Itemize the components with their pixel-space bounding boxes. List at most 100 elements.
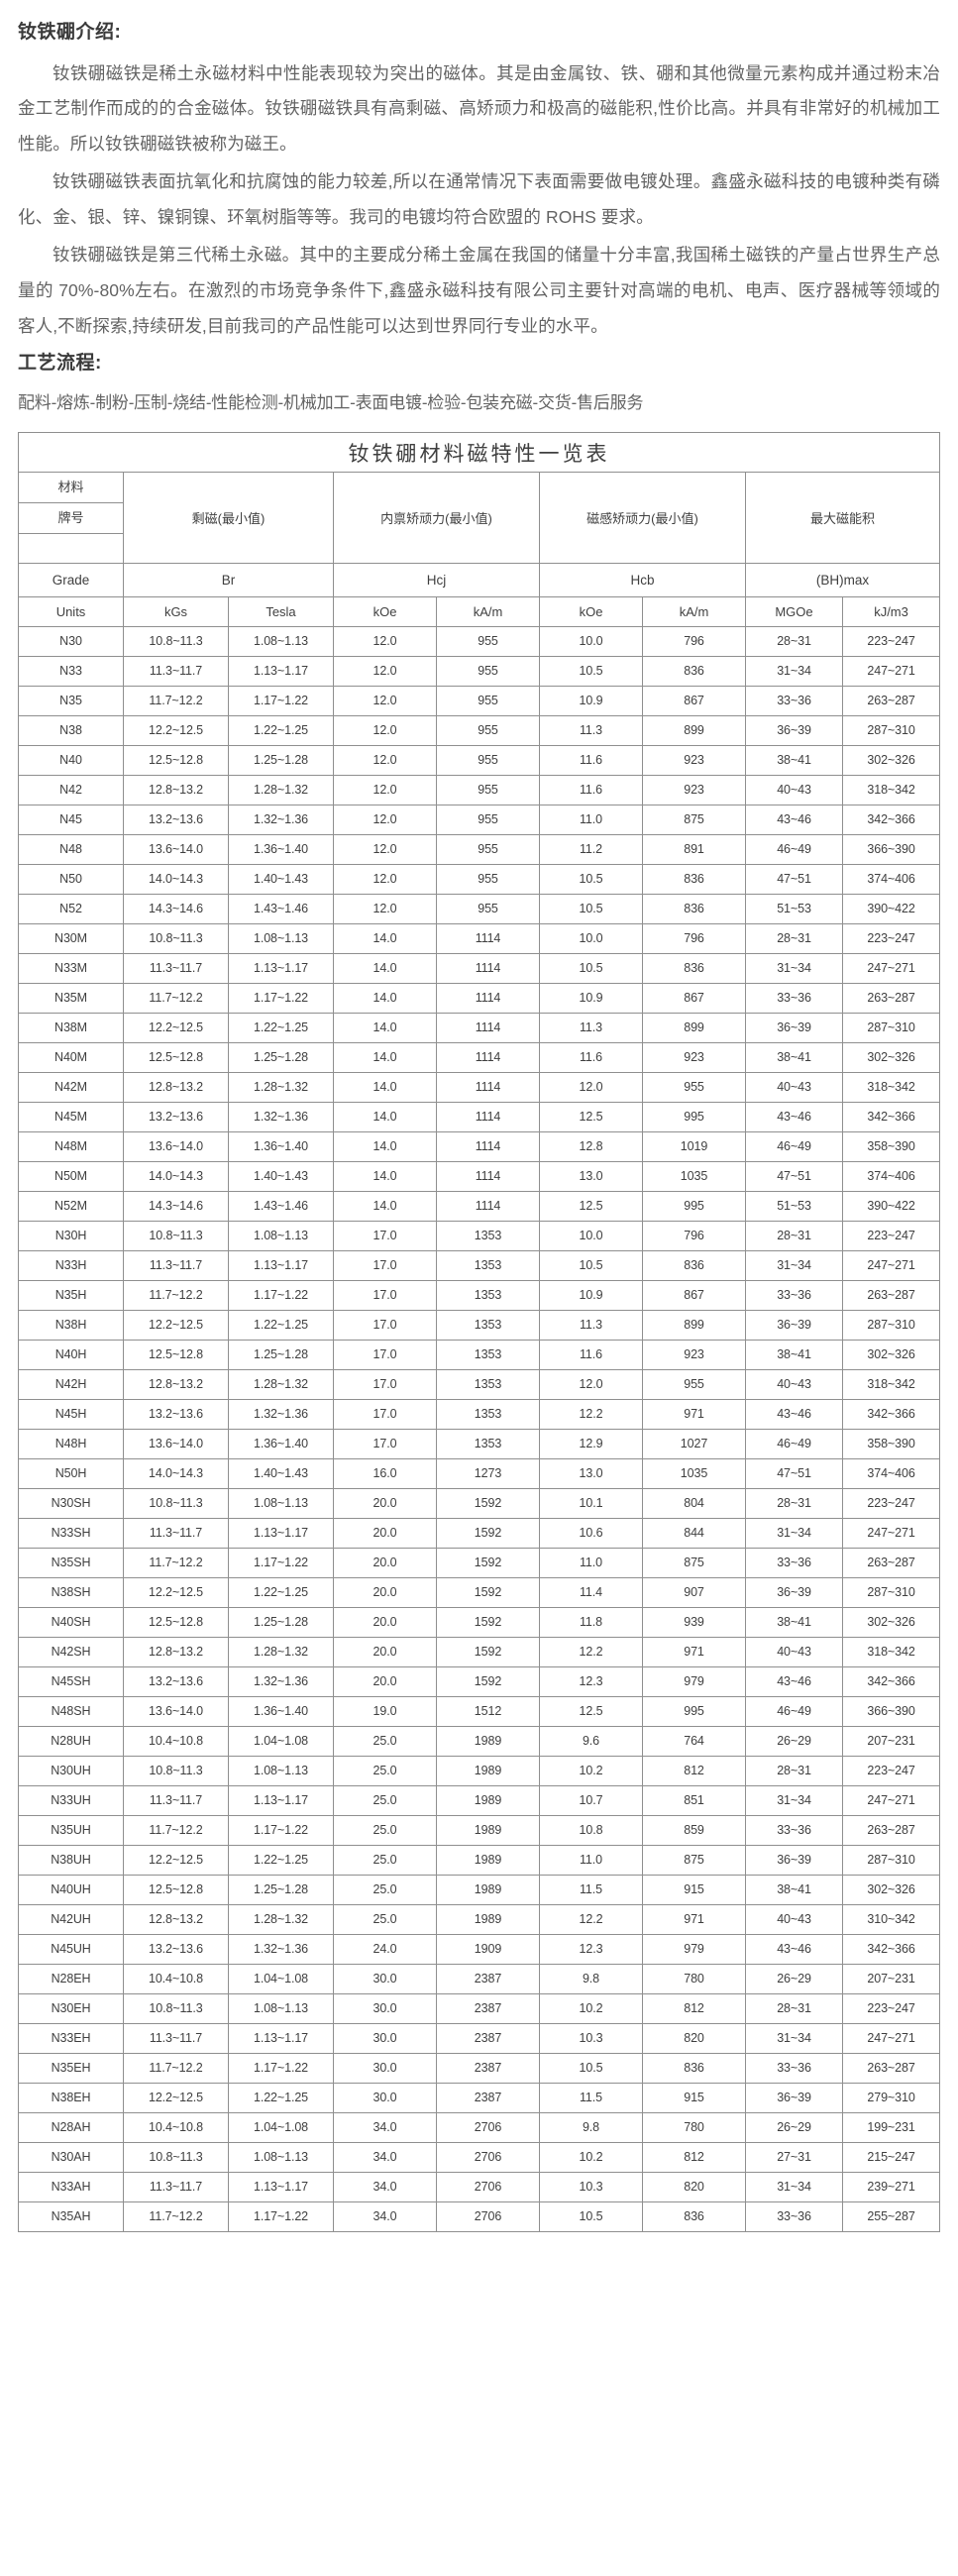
value-cell: 11.4 — [539, 1577, 643, 1609]
table-row: N35M 11.7~12.2 1.17~1.22 14.0 1114 10.9 867 33~… — [18, 983, 941, 1015]
value-cell: 1.25~1.28 — [228, 1340, 334, 1371]
value-cell: 12.2 — [539, 1399, 643, 1431]
value-cell: 287~310 — [841, 1310, 941, 1342]
value-cell: 812 — [642, 1756, 746, 1787]
value-cell: 28~31 — [745, 1993, 843, 2025]
value-cell: 1353 — [436, 1429, 540, 1460]
value-cell: 43~46 — [745, 1399, 843, 1431]
intro-paragraph-1: 钕铁硼磁铁是稀土永磁材料中性能表现较为突出的磁体。其是由金属钕、铁、硼和其他微量… — [18, 62, 940, 155]
table-row: N48 13.6~14.0 1.36~1.40 12.0 955 11.2 891 46~49… — [18, 834, 941, 866]
value-cell: 1.17~1.22 — [228, 1815, 334, 1847]
value-cell: 1114 — [436, 1191, 540, 1223]
value-cell: 11.3~11.7 — [123, 1785, 229, 1817]
value-cell: 12.0 — [333, 715, 437, 747]
value-cell: 836 — [642, 1250, 746, 1282]
value-cell: 10.6 — [539, 1518, 643, 1550]
table-row: N28AH 10.4~10.8 1.04~1.08 34.0 2706 9.8 780 26~… — [18, 2112, 941, 2144]
table-spacer-row — [18, 533, 940, 565]
table-row: N45M 13.2~13.6 1.32~1.36 14.0 1114 12.5 995 43~… — [18, 1102, 941, 1133]
value-cell: 1353 — [436, 1399, 540, 1431]
value-cell: 867 — [642, 1280, 746, 1312]
value-cell: 12.9 — [539, 1429, 643, 1460]
grade-cell: N35EH — [18, 2053, 124, 2085]
value-cell: 14.0 — [333, 1102, 437, 1133]
value-cell: 11.7~12.2 — [123, 2053, 229, 2085]
value-cell: 14.0 — [333, 1191, 437, 1223]
value-cell: 25.0 — [333, 1845, 437, 1877]
value-cell: 14.0 — [333, 1013, 437, 1044]
value-cell: 10.8~11.3 — [123, 1488, 229, 1520]
table-row: N40H 12.5~12.8 1.25~1.28 17.0 1353 11.6 923 38~… — [18, 1340, 941, 1371]
value-cell: 20.0 — [333, 1518, 437, 1550]
value-cell: 11.3~11.7 — [123, 953, 229, 985]
table-row: N38UH 12.2~12.5 1.22~1.25 25.0 1989 11.0 875 36… — [18, 1845, 941, 1877]
value-cell: 40~43 — [745, 1072, 843, 1104]
value-cell: 1.13~1.17 — [228, 1518, 334, 1550]
table-row: N30SH 10.8~11.3 1.08~1.13 20.0 1592 10.1 804 28… — [18, 1488, 941, 1520]
symbol-bhmax: (BH)max — [744, 563, 941, 598]
value-cell: 796 — [642, 923, 746, 955]
value-cell: 875 — [642, 1548, 746, 1579]
symbol-hcj: Hcj — [333, 563, 540, 598]
value-cell: 374~406 — [841, 1458, 941, 1490]
value-cell: 1.22~1.25 — [228, 2083, 334, 2114]
value-cell: 255~287 — [841, 2201, 941, 2233]
table-row: N40UH 12.5~12.8 1.25~1.28 25.0 1989 11.5 915 38… — [18, 1875, 941, 1906]
value-cell: 955 — [436, 894, 540, 925]
value-cell: 17.0 — [333, 1280, 437, 1312]
unit-hcb-kam: kA/m — [642, 596, 746, 628]
value-cell: 804 — [642, 1488, 746, 1520]
value-cell: 11.2 — [539, 834, 643, 866]
value-cell: 1.13~1.17 — [228, 656, 334, 688]
value-cell: 12.8~13.2 — [123, 1072, 229, 1104]
grade-cell: N33AH — [18, 2172, 124, 2203]
value-cell: 20.0 — [333, 1637, 437, 1668]
table-row: N33 11.3~11.7 1.13~1.17 12.0 955 10.5 836 31~34… — [18, 656, 941, 688]
value-cell: 1.32~1.36 — [228, 1934, 334, 1966]
value-cell: 12.5~12.8 — [123, 1607, 229, 1639]
value-cell: 12.0 — [333, 626, 437, 658]
value-cell: 12.2 — [539, 1904, 643, 1936]
unit-kgs: kGs — [123, 596, 229, 628]
value-cell: 11.7~12.2 — [123, 1548, 229, 1579]
value-cell: 247~271 — [841, 953, 941, 985]
table-body: N30 10.8~11.3 1.08~1.13 12.0 955 10.0 796 28~31… — [18, 626, 941, 2233]
value-cell: 14.0~14.3 — [123, 1458, 229, 1490]
value-cell: 12.5 — [539, 1102, 643, 1133]
value-cell: 28~31 — [745, 1488, 843, 1520]
value-cell: 51~53 — [745, 894, 843, 925]
value-cell: 247~271 — [841, 656, 941, 688]
value-cell: 33~36 — [745, 983, 843, 1015]
value-cell: 923 — [642, 745, 746, 777]
value-cell: 955 — [436, 864, 540, 896]
value-cell: 239~271 — [841, 2172, 941, 2203]
value-cell: 11.5 — [539, 1875, 643, 1906]
value-cell: 12.5~12.8 — [123, 1042, 229, 1074]
grade-cell: N52 — [18, 894, 124, 925]
value-cell: 31~34 — [745, 1250, 843, 1282]
value-cell: 34.0 — [333, 2112, 437, 2144]
value-cell: 30.0 — [333, 2023, 437, 2055]
value-cell: 17.0 — [333, 1310, 437, 1342]
value-cell: 358~390 — [841, 1429, 941, 1460]
value-cell: 1.28~1.32 — [228, 1904, 334, 1936]
value-cell: 10.3 — [539, 2023, 643, 2055]
value-cell: 11.3~11.7 — [123, 1250, 229, 1282]
value-cell: 1114 — [436, 1042, 540, 1074]
value-cell: 46~49 — [745, 834, 843, 866]
value-cell: 28~31 — [745, 923, 843, 955]
grade-cell: N45SH — [18, 1666, 124, 1698]
grade-cell: N35M — [18, 983, 124, 1015]
unit-hcj-koe: kOe — [333, 596, 437, 628]
value-cell: 11.3 — [539, 715, 643, 747]
value-cell: 1.28~1.32 — [228, 1637, 334, 1668]
grade-cell: N42M — [18, 1072, 124, 1104]
value-cell: 10.8~11.3 — [123, 923, 229, 955]
value-cell: 14.0 — [333, 983, 437, 1015]
value-cell: 1.17~1.22 — [228, 983, 334, 1015]
table-row: N35EH 11.7~12.2 1.17~1.22 30.0 2387 10.5 836 33… — [18, 2053, 941, 2085]
value-cell: 1.17~1.22 — [228, 1280, 334, 1312]
value-cell: 12.3 — [539, 1934, 643, 1966]
value-cell: 12.0 — [333, 894, 437, 925]
value-cell: 851 — [642, 1785, 746, 1817]
